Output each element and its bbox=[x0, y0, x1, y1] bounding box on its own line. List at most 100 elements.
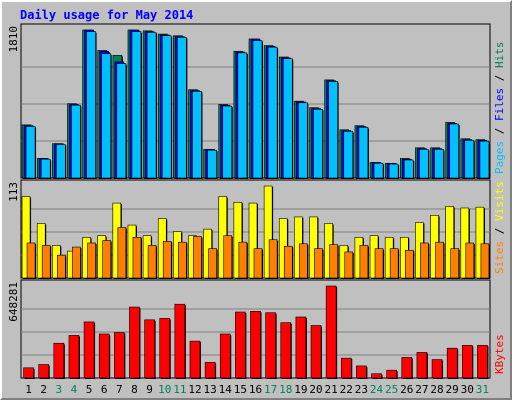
bar-pages-day-27 bbox=[419, 149, 429, 179]
x-tick-label: 4 bbox=[71, 383, 78, 396]
x-tick-label: 1 bbox=[25, 383, 32, 396]
x-tick-label: 17 bbox=[264, 383, 277, 396]
bar-sites-day-15 bbox=[238, 241, 248, 279]
legend-separator: / bbox=[493, 68, 506, 88]
bar-sites-day-5 bbox=[87, 242, 96, 279]
bar-sites-day-13 bbox=[208, 248, 217, 279]
x-tick-label: 29 bbox=[446, 383, 459, 396]
bar-pages-day-15 bbox=[237, 52, 248, 179]
bar-sites-day-22 bbox=[344, 251, 354, 279]
bar-pages-day-19 bbox=[298, 102, 308, 179]
bar-kbytes-day-7 bbox=[114, 332, 125, 379]
bar-pages-day-6 bbox=[101, 53, 112, 179]
bar-kbytes-day-25 bbox=[386, 369, 397, 379]
bar-sites-day-7 bbox=[117, 227, 127, 279]
bar-sites-day-1 bbox=[26, 242, 36, 279]
bar-sites-day-3 bbox=[57, 254, 66, 279]
bar-kbytes-day-15 bbox=[235, 311, 246, 379]
x-tick-label: 21 bbox=[325, 383, 338, 396]
bar-pages-day-20 bbox=[313, 109, 323, 179]
bar-kbytes-day-10 bbox=[159, 318, 171, 379]
x-tick-label: 28 bbox=[430, 383, 443, 396]
legend-label-visits: Visits bbox=[493, 181, 506, 221]
bar-sites-day-6 bbox=[102, 240, 112, 279]
bar-sites-day-26 bbox=[404, 250, 414, 279]
bar-pages-day-12 bbox=[192, 91, 202, 179]
bar-kbytes-day-2 bbox=[38, 364, 49, 379]
bar-sites-day-21 bbox=[329, 244, 338, 279]
bar-sites-day-14 bbox=[223, 235, 233, 279]
x-tick-label: 27 bbox=[415, 383, 428, 396]
bar-pages-day-16 bbox=[252, 40, 263, 179]
panel-hits: 1810 Pages / Files / Hits bbox=[7, 23, 506, 180]
bar-pages-day-11 bbox=[177, 37, 187, 179]
x-tick-label: 25 bbox=[385, 383, 398, 396]
bar-visits-day-1 bbox=[21, 196, 31, 279]
bar-kbytes-day-9 bbox=[144, 319, 155, 379]
bar-pages-day-5 bbox=[86, 31, 96, 179]
bar-sites-day-23 bbox=[359, 245, 369, 279]
panel-kbytes-legend: KBytes bbox=[493, 334, 506, 374]
bar-sites-day-4 bbox=[72, 246, 81, 279]
panel-kbytes: 648281 KBytes bbox=[7, 279, 506, 379]
bar-visits-day-17 bbox=[263, 185, 273, 279]
bar-pages-day-26 bbox=[403, 159, 414, 179]
legend-separator: / bbox=[493, 121, 506, 141]
bar-kbytes-day-17 bbox=[265, 312, 276, 379]
bar-kbytes-day-28 bbox=[431, 359, 443, 379]
bar-pages-day-2 bbox=[40, 158, 51, 179]
legend-label-kbytes: KBytes bbox=[493, 334, 506, 374]
bar-visits-day-29 bbox=[445, 206, 454, 279]
bar-sites-day-10 bbox=[162, 241, 172, 279]
bar-kbytes-day-30 bbox=[462, 345, 473, 379]
bar-pages-day-18 bbox=[282, 58, 293, 179]
x-tick-label: 20 bbox=[309, 383, 322, 396]
legend-label-hits: Hits bbox=[493, 42, 506, 69]
x-tick-label: 5 bbox=[86, 383, 93, 396]
panel-hits-max-label: 1810 bbox=[7, 26, 20, 53]
bar-kbytes-day-31 bbox=[477, 345, 488, 379]
bar-pages-day-7 bbox=[116, 63, 127, 179]
x-tick-label: 9 bbox=[146, 383, 153, 396]
bar-kbytes-day-5 bbox=[83, 321, 95, 379]
bar-sites-day-20 bbox=[314, 248, 323, 279]
bar-pages-day-14 bbox=[222, 105, 233, 179]
bar-kbytes-day-21 bbox=[325, 285, 337, 379]
bar-kbytes-day-26 bbox=[401, 357, 413, 379]
bar-kbytes-day-13 bbox=[204, 362, 216, 379]
x-tick-label: 30 bbox=[461, 383, 474, 396]
bar-kbytes-day-12 bbox=[189, 340, 201, 379]
bar-kbytes-day-16 bbox=[250, 311, 261, 379]
bar-sites-day-19 bbox=[299, 243, 308, 279]
bar-pages-day-28 bbox=[434, 149, 444, 179]
bar-sites-day-9 bbox=[147, 245, 157, 279]
x-tick-label: 2 bbox=[40, 383, 47, 396]
bar-kbytes-day-4 bbox=[68, 335, 80, 379]
chart-title: Daily usage for May 2014 bbox=[20, 8, 193, 22]
bar-kbytes-day-14 bbox=[219, 333, 231, 379]
bar-pages-day-23 bbox=[358, 127, 369, 179]
bar-pages-day-24 bbox=[373, 162, 384, 179]
bar-pages-day-9 bbox=[146, 32, 157, 179]
bar-kbytes-day-18 bbox=[280, 322, 292, 379]
bar-pages-day-4 bbox=[71, 104, 81, 179]
bar-visits-day-15 bbox=[233, 201, 243, 279]
x-tick-label: 24 bbox=[370, 383, 384, 396]
bar-kbytes-day-24 bbox=[371, 373, 382, 379]
x-tick-label: 7 bbox=[116, 383, 123, 396]
bar-kbytes-day-8 bbox=[129, 306, 140, 379]
bar-sites-day-17 bbox=[268, 239, 278, 279]
bar-sites-day-12 bbox=[193, 236, 202, 279]
bar-pages-day-10 bbox=[161, 35, 172, 179]
bar-pages-day-30 bbox=[464, 140, 475, 179]
x-tick-label: 10 bbox=[158, 383, 171, 396]
legend-label-files: Files bbox=[493, 88, 506, 121]
bar-sites-day-27 bbox=[420, 242, 429, 279]
bar-pages-day-3 bbox=[56, 144, 66, 179]
panel-kbytes-max-label: 648281 bbox=[7, 282, 20, 322]
bar-kbytes-day-23 bbox=[356, 365, 367, 379]
bar-kbytes-day-19 bbox=[295, 316, 307, 379]
bar-kbytes-day-22 bbox=[340, 357, 352, 379]
panel-visits-max-label: 113 bbox=[7, 182, 20, 202]
